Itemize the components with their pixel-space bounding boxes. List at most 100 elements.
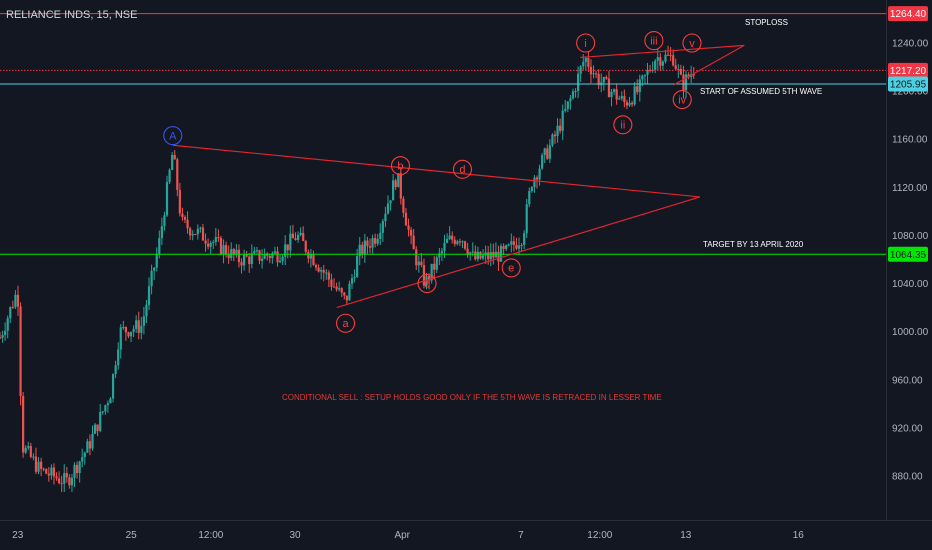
candle — [651, 61, 654, 73]
time-axis[interactable]: 23 25 12:00 30 Apr 7 12:00 13 16 — [12, 530, 804, 541]
candle-body — [340, 288, 343, 293]
candle-body — [397, 173, 400, 188]
candle-body — [312, 254, 315, 265]
candle-body — [183, 217, 187, 220]
target-label: TARGET BY 13 APRIL 2020 — [703, 240, 804, 249]
candle-body — [332, 286, 336, 288]
candle — [466, 243, 469, 258]
candle-body — [466, 248, 469, 255]
x-tick-label: 16 — [793, 530, 805, 541]
trend-line[interactable] — [172, 144, 700, 198]
candle — [461, 240, 464, 249]
candle — [348, 280, 351, 301]
candle-body — [258, 250, 261, 261]
wave-label-text: e — [508, 263, 514, 275]
wave-label-text: A — [169, 130, 177, 142]
candle-body — [630, 102, 634, 105]
candle — [307, 249, 310, 264]
candle-body — [587, 58, 590, 67]
candle — [88, 434, 92, 456]
price-badge-text: 1205.95 — [890, 79, 927, 90]
candle — [338, 281, 341, 292]
candle-body — [45, 469, 48, 474]
candle-body — [207, 243, 210, 247]
candle-body — [47, 473, 50, 476]
candle — [176, 157, 179, 197]
candle-body — [109, 398, 112, 404]
candle — [630, 100, 634, 107]
candle — [625, 99, 629, 110]
y-tick-label: 1040.00 — [892, 279, 929, 290]
candle-body — [523, 233, 526, 245]
candle — [209, 240, 212, 254]
candle — [140, 317, 143, 340]
candle — [196, 224, 199, 240]
wave-label[interactable]: b — [390, 156, 411, 176]
candle-body — [353, 277, 356, 279]
trend-line[interactable] — [580, 44, 745, 59]
candle-body — [410, 229, 413, 236]
candle — [502, 243, 505, 256]
candle-body — [517, 245, 521, 249]
wave-label[interactable]: c — [417, 274, 437, 294]
candle-body — [242, 254, 246, 266]
wave-label[interactable]: A — [163, 126, 183, 146]
price-badge: 1205.95 — [888, 76, 928, 92]
candle — [16, 285, 20, 316]
candle — [96, 424, 99, 437]
wave-label[interactable]: iv — [672, 89, 692, 110]
candle-body — [317, 267, 320, 272]
candle-body — [86, 441, 89, 453]
wave-label[interactable]: i — [576, 33, 596, 53]
candle-body — [253, 251, 256, 254]
candle-body — [556, 125, 559, 137]
candle-body — [27, 446, 30, 448]
candle — [60, 475, 63, 492]
candle — [623, 89, 626, 108]
candle-body — [6, 318, 9, 331]
candle — [571, 88, 575, 100]
candle — [556, 118, 559, 143]
candle — [525, 198, 528, 239]
candle — [659, 53, 662, 71]
candle-body — [638, 79, 641, 93]
x-tick-label: Apr — [394, 530, 410, 541]
candle-body — [284, 244, 287, 257]
candle-body — [320, 269, 323, 272]
trend-line[interactable] — [673, 44, 745, 86]
wave-label[interactable]: v — [682, 33, 702, 53]
wave-label[interactable]: d — [452, 159, 473, 179]
price-axis[interactable]: 880.00 920.00 960.00 1000.00 1040.00 1080.00 1… — [892, 39, 929, 483]
candle-body — [1, 335, 4, 338]
candle-body — [158, 238, 161, 254]
candle — [453, 236, 456, 247]
candle — [73, 462, 76, 488]
y-tick-label: 960.00 — [892, 375, 923, 386]
x-tick-label: 23 — [12, 530, 24, 541]
candle-body — [692, 74, 695, 76]
candle — [153, 266, 156, 281]
candle — [412, 228, 415, 250]
wave-label[interactable]: iii — [644, 31, 664, 51]
candle-body — [314, 264, 318, 268]
wave-label[interactable]: a — [335, 313, 356, 333]
candle-body — [147, 286, 151, 305]
candle-body — [430, 263, 433, 281]
candle — [199, 226, 202, 233]
candle — [222, 239, 225, 264]
candle — [543, 147, 546, 163]
candle-body — [374, 237, 377, 244]
candle — [415, 246, 418, 271]
candle-body — [607, 78, 611, 98]
wave-label[interactable]: e — [501, 258, 521, 278]
candle — [636, 79, 639, 95]
candle-body — [535, 177, 539, 180]
candle — [638, 74, 641, 102]
candle — [296, 231, 300, 243]
wave-label[interactable]: ii — [613, 115, 633, 135]
candle — [50, 464, 53, 480]
trend-line[interactable] — [336, 196, 701, 309]
candle — [163, 211, 166, 231]
